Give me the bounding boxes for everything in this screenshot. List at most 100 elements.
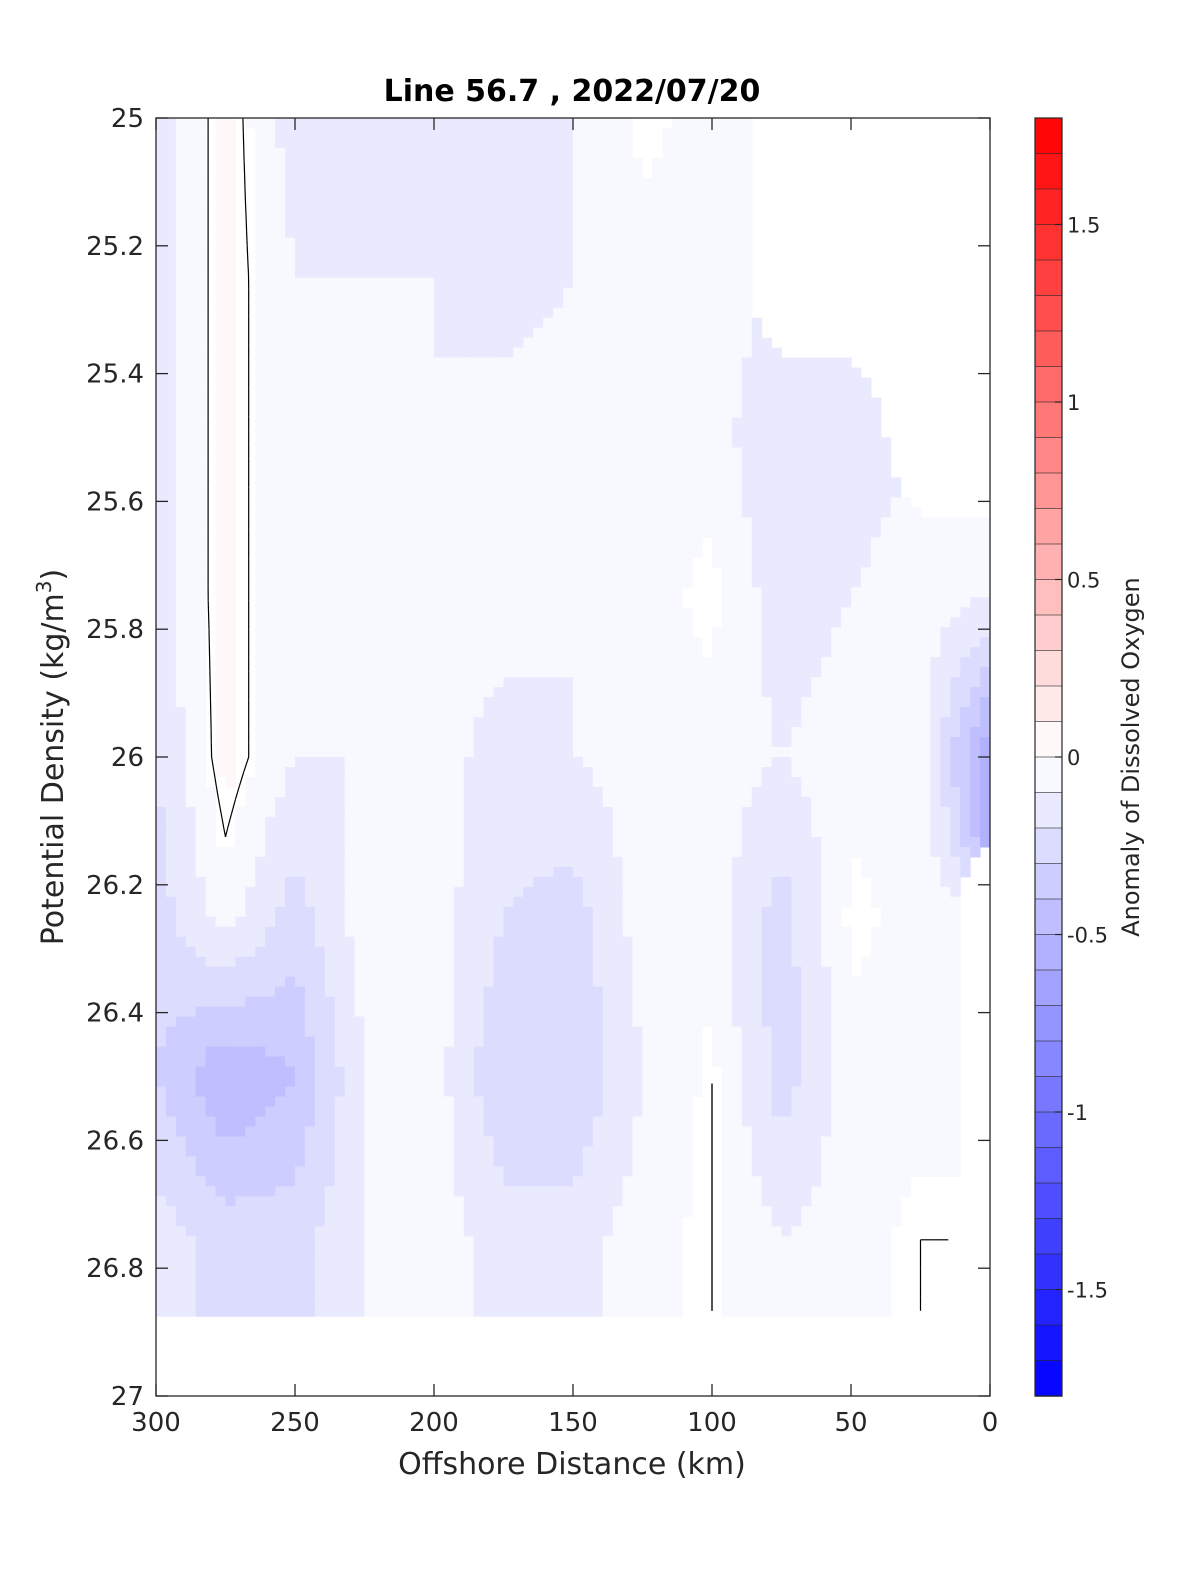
heatmap-cell	[553, 587, 564, 598]
heatmap-cell	[215, 697, 227, 708]
heatmap-cell	[275, 936, 286, 948]
heatmap-cell	[195, 1126, 207, 1137]
heatmap-cell	[364, 607, 376, 618]
heatmap-cell	[443, 367, 455, 379]
heatmap-cell	[304, 537, 316, 548]
heatmap-cell	[285, 1236, 296, 1247]
heatmap-cell	[374, 1096, 385, 1108]
heatmap-cell	[285, 896, 296, 908]
heatmap-cell	[394, 1026, 405, 1038]
heatmap-cell	[275, 317, 286, 329]
heatmap-cell	[354, 527, 366, 538]
heatmap-cell	[443, 737, 455, 748]
heatmap-cell	[513, 846, 524, 858]
heatmap-cell	[295, 337, 306, 349]
heatmap-cell	[563, 507, 574, 518]
heatmap-cell	[364, 297, 376, 309]
heatmap-cell	[275, 1146, 286, 1157]
heatmap-cell	[235, 1266, 246, 1277]
heatmap-cell	[255, 1066, 266, 1078]
heatmap-cell	[156, 547, 167, 558]
heatmap-cell	[563, 717, 574, 728]
heatmap-cell	[265, 926, 276, 938]
heatmap-cell	[255, 1036, 266, 1048]
heatmap-cell	[384, 307, 395, 319]
heatmap-cell	[384, 417, 395, 429]
heatmap-cell	[265, 447, 276, 459]
heatmap-cell	[275, 237, 286, 249]
heatmap-cell	[394, 707, 405, 718]
heatmap-cell	[493, 1146, 505, 1157]
heatmap-cell	[463, 307, 475, 319]
heatmap-cell	[394, 457, 405, 469]
heatmap-cell	[255, 567, 266, 578]
heatmap-cell	[165, 597, 177, 608]
heatmap-cell	[314, 896, 326, 908]
heatmap-cell	[255, 906, 266, 918]
heatmap-cell	[573, 187, 584, 199]
heatmap-cell	[483, 157, 495, 169]
heatmap-cell	[185, 916, 197, 928]
heatmap-cell	[334, 776, 346, 788]
heatmap-cell	[215, 1116, 227, 1128]
heatmap-cell	[285, 786, 296, 798]
heatmap-cell	[533, 377, 544, 389]
heatmap-cell	[414, 167, 425, 179]
heatmap-cell	[523, 367, 534, 379]
heatmap-cell	[225, 537, 237, 548]
heatmap-cell	[156, 856, 167, 868]
heatmap-cell	[473, 1096, 485, 1108]
heatmap-cell	[384, 127, 395, 139]
heatmap-cell	[215, 1016, 227, 1028]
heatmap-cell	[324, 1166, 336, 1177]
heatmap-cell	[344, 597, 356, 608]
heatmap-cell	[394, 1096, 405, 1108]
heatmap-cell	[563, 996, 574, 1008]
heatmap-cell	[275, 367, 286, 379]
heatmap-cell	[434, 1046, 445, 1058]
heatmap-cell	[404, 697, 415, 708]
heatmap-cell	[473, 507, 485, 518]
heatmap-cell	[304, 137, 316, 149]
heatmap-cell	[563, 776, 574, 788]
heatmap-cell	[553, 247, 564, 259]
heatmap-cell	[185, 1036, 197, 1048]
heatmap-cell	[463, 1276, 475, 1287]
heatmap-cell	[245, 846, 256, 858]
heatmap-cell	[493, 1086, 505, 1098]
heatmap-cell	[463, 467, 475, 479]
heatmap-cell	[255, 437, 266, 449]
heatmap-cell	[354, 317, 366, 329]
heatmap-cell	[493, 337, 505, 349]
heatmap-cell	[513, 1046, 524, 1058]
heatmap-cell	[334, 846, 346, 858]
heatmap-cell	[503, 127, 515, 139]
heatmap-cell	[285, 986, 296, 998]
heatmap-cell	[285, 657, 296, 668]
heatmap-cell	[394, 147, 405, 159]
heatmap-cell	[185, 1076, 197, 1088]
heatmap-cell	[394, 247, 405, 259]
heatmap-cell	[473, 1066, 485, 1078]
heatmap-cell	[364, 1186, 376, 1197]
heatmap-cell	[285, 806, 296, 818]
heatmap-cell	[493, 1286, 505, 1297]
heatmap-cell	[354, 1206, 366, 1217]
heatmap-cell	[314, 856, 326, 868]
heatmap-cell	[434, 1276, 445, 1287]
heatmap-cell	[304, 1266, 316, 1277]
heatmap-cell	[523, 766, 534, 778]
heatmap-cell	[275, 118, 286, 129]
heatmap-cell	[543, 267, 554, 279]
heatmap-cell	[185, 177, 197, 189]
heatmap-cell	[324, 297, 336, 309]
heatmap-cell	[195, 447, 207, 459]
heatmap-cell	[483, 747, 495, 758]
heatmap-cell	[156, 1286, 167, 1297]
heatmap-cell	[404, 287, 415, 299]
heatmap-cell	[275, 177, 286, 189]
heatmap-cell	[563, 1116, 574, 1128]
heatmap-cell	[215, 237, 227, 249]
heatmap-cell	[533, 996, 544, 1008]
heatmap-cell	[503, 507, 515, 518]
